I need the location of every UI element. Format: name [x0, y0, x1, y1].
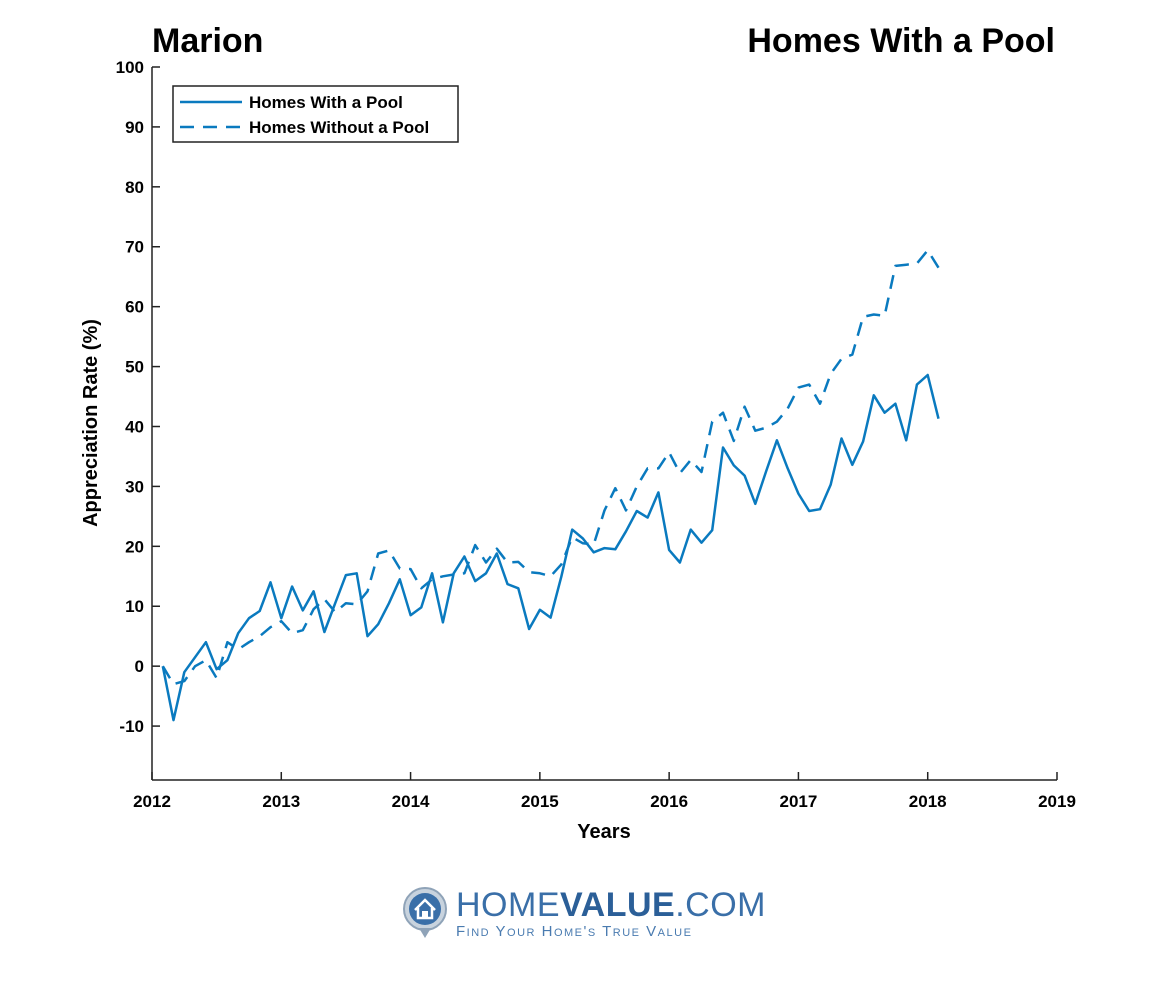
x-tick-label: 2012 [133, 792, 171, 811]
line-chart: Marion Homes With a Pool Years Appreciat… [80, 22, 1076, 843]
y-tick-label: 70 [125, 238, 144, 257]
y-tick-label: 20 [125, 537, 144, 556]
y-tick-label: 50 [125, 358, 144, 377]
series-line-with-pool [161, 373, 940, 722]
y-tick-label: 0 [135, 657, 144, 676]
y-tick-label: 30 [125, 477, 144, 496]
y-tick-label: 90 [125, 118, 144, 137]
y-tick-label: 40 [125, 417, 144, 436]
y-tick-label: 10 [125, 597, 144, 616]
legend: Homes With a Pool Homes Without a Pool [172, 85, 459, 143]
series-line-without-pool [161, 249, 940, 686]
x-tick-label: 2015 [521, 792, 559, 811]
brand-value: VALUE [560, 885, 676, 924]
y-tick-label: 80 [125, 178, 144, 197]
x-tick-label: 2014 [392, 792, 430, 811]
x-tick-label: 2018 [909, 792, 947, 811]
y-tick-label: 60 [125, 298, 144, 317]
x-tick-label: 2013 [262, 792, 300, 811]
chart-title-left: Marion [152, 22, 263, 60]
y-tick-label: 100 [116, 58, 144, 77]
x-axis-label: Years [577, 821, 630, 843]
chart-title-right: Homes With a Pool [747, 22, 1055, 60]
y-tick-label: -10 [119, 717, 144, 736]
legend-label-with-pool: Homes With a Pool [249, 93, 403, 112]
x-tick-label: 2019 [1038, 792, 1076, 811]
logo-tagline: Find Your Home's True Value [456, 922, 693, 940]
house-pin-icon [403, 887, 447, 938]
y-axis-label: Appreciation Rate (%) [80, 319, 102, 527]
brand-com: .COM [675, 885, 766, 924]
brand-home: HOME [456, 885, 560, 924]
x-tick-label: 2016 [650, 792, 688, 811]
legend-label-without-pool: Homes Without a Pool [249, 118, 429, 137]
legend-box [172, 85, 459, 143]
homevalue-logo: HOMEVALUE.COM Find Your Home's True Valu… [402, 886, 766, 940]
x-tick-label: 2017 [780, 792, 818, 811]
